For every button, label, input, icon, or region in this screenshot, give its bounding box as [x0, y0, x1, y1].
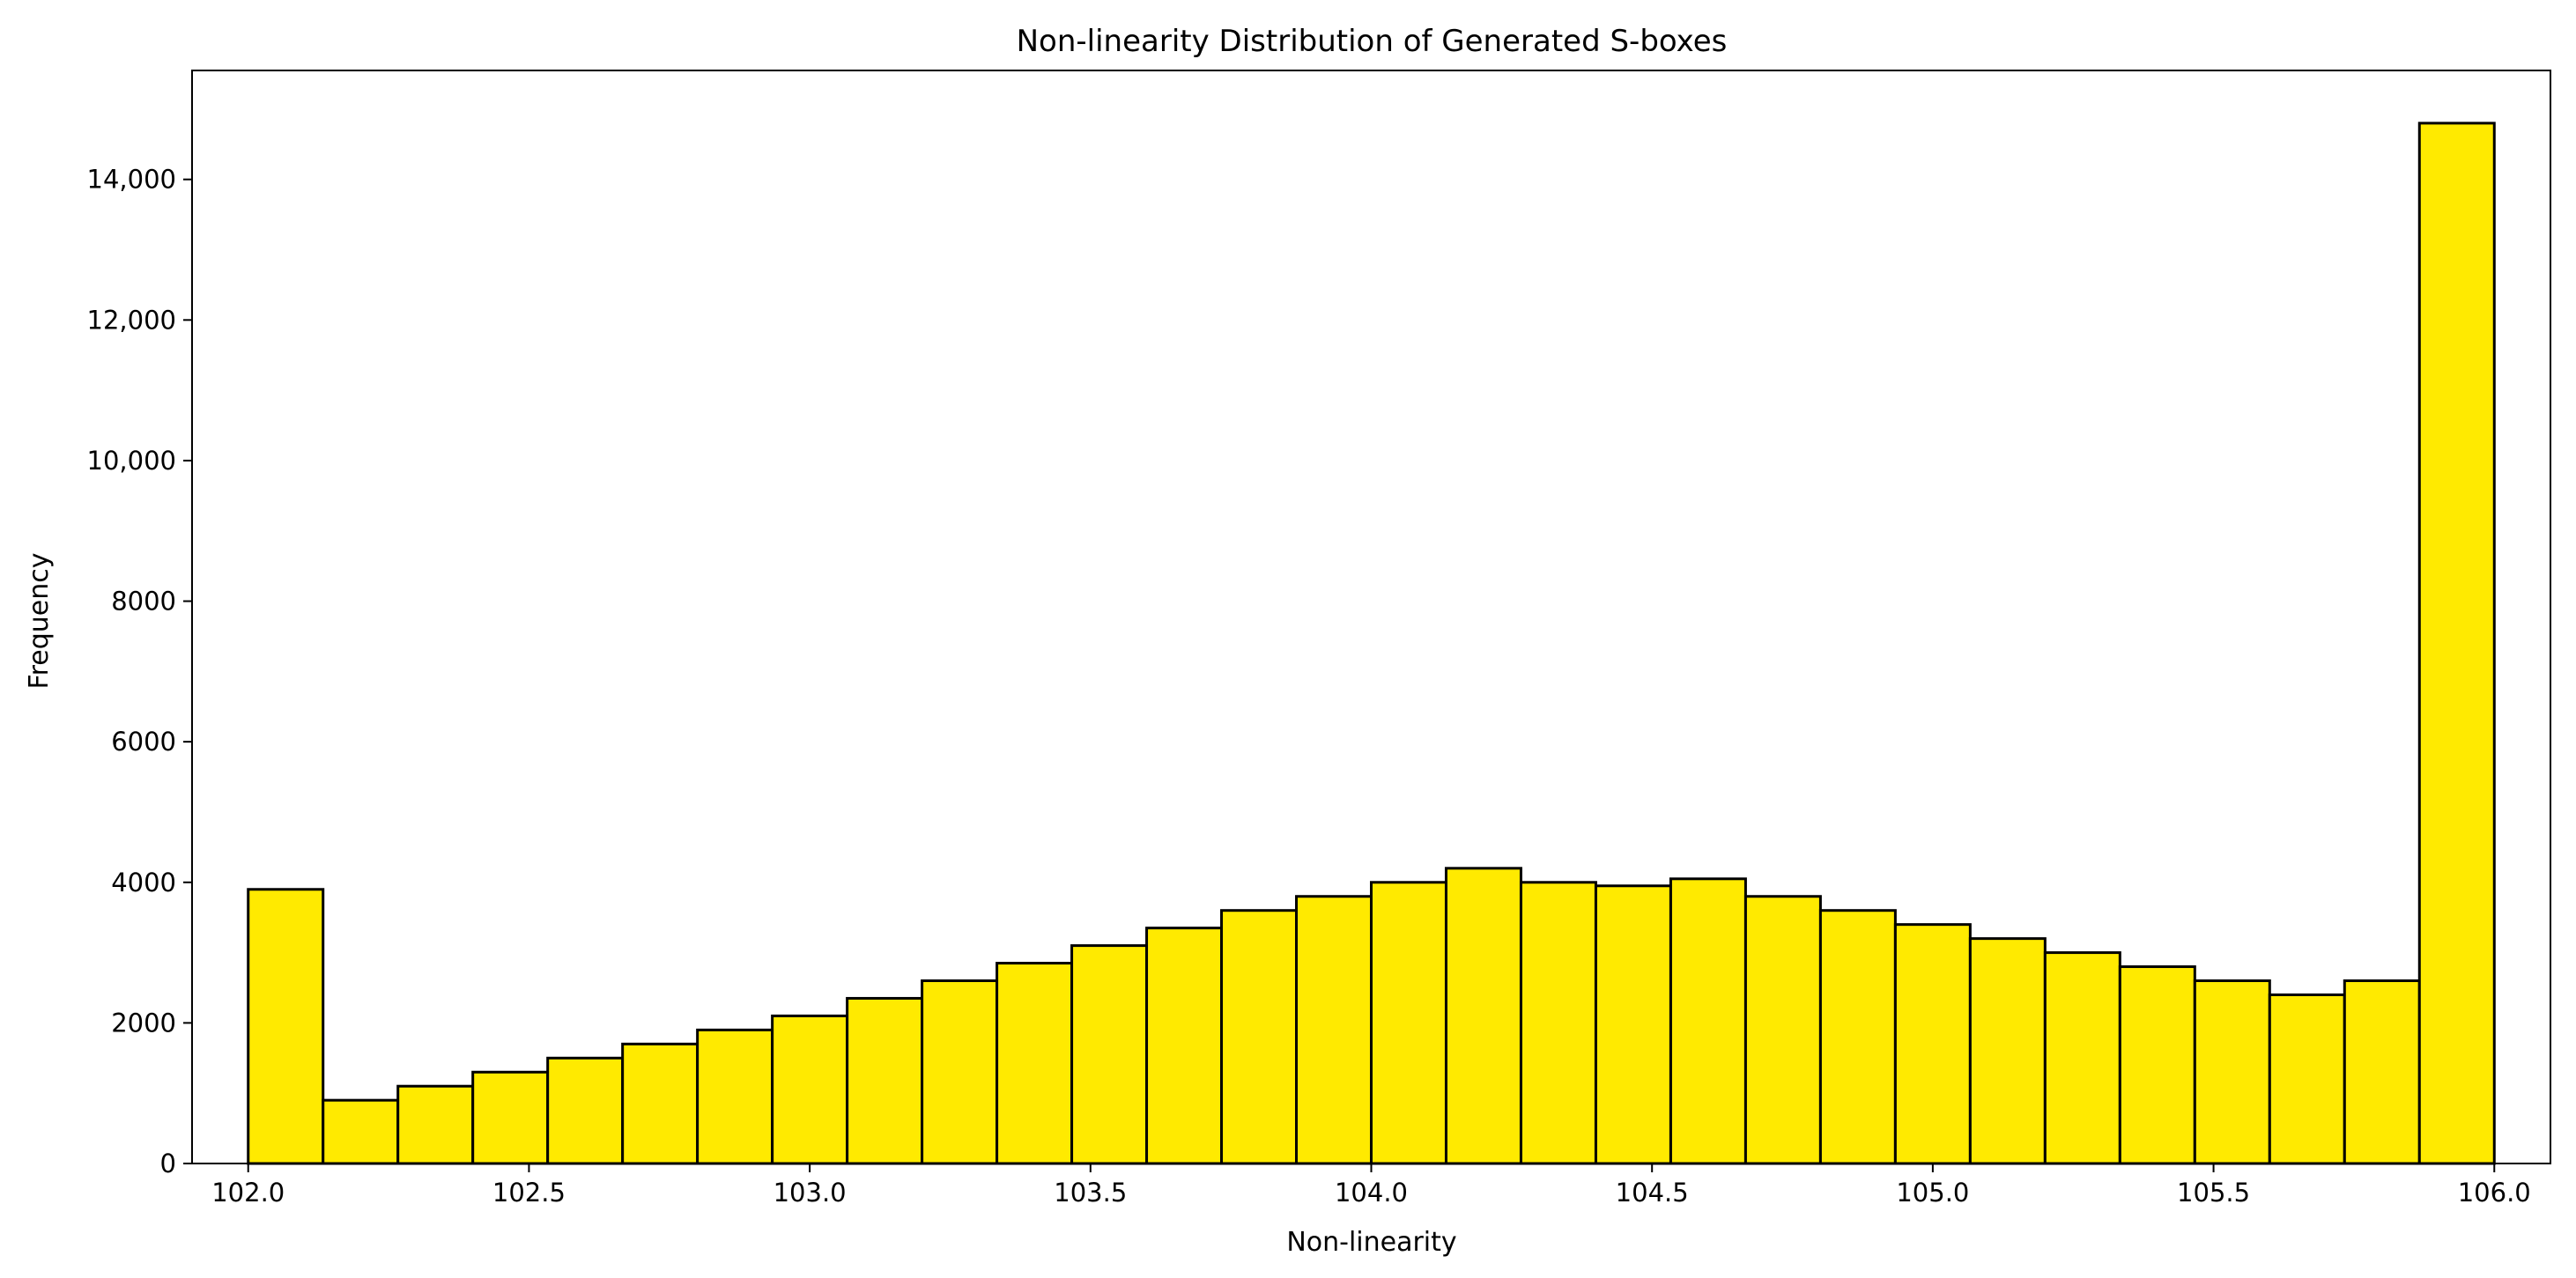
histogram-bar: [322, 1098, 400, 1165]
y-tick-label: 14,000: [87, 165, 176, 195]
histogram-bar: [2417, 122, 2496, 1165]
histogram-bar: [1968, 937, 2047, 1165]
y-axis-ticks: 0 2000 4000 6000 8000 10,000 12,000 14,000: [87, 165, 192, 1178]
y-axis-label: Frequency: [24, 553, 55, 690]
histogram-bar: [2118, 965, 2196, 1165]
x-axis-ticks: 102.0 102.5 103.0 103.5 104.0 104.5 105.0 105.5…: [211, 1163, 2531, 1208]
histogram-bar: [247, 888, 325, 1165]
histogram-bar: [1220, 909, 1299, 1165]
histogram-bar: [1444, 867, 1522, 1165]
histogram-bar: [1893, 923, 1972, 1165]
histogram-bar: [771, 1014, 849, 1165]
histogram-bar: [2193, 979, 2271, 1165]
histogram-bar: [396, 1084, 475, 1165]
y-tick-label: 2000: [111, 1008, 176, 1038]
y-tick-label: 8000: [111, 587, 176, 617]
histogram-bar: [846, 996, 924, 1165]
histogram-bar: [1594, 884, 1672, 1165]
histogram-bar: [2043, 951, 2121, 1165]
histogram-bar: [1519, 881, 1597, 1165]
histogram-bar: [921, 979, 999, 1165]
histogram-bar: [1743, 895, 1822, 1165]
histogram-bar: [1295, 895, 1373, 1165]
histogram-bar: [696, 1028, 774, 1165]
y-tick-label: 4000: [111, 868, 176, 898]
x-tick-label: 104.5: [1616, 1178, 1689, 1208]
plot-frame: [191, 70, 2551, 1164]
chart-title: Non-linearity Distribution of Generated …: [1017, 24, 1728, 59]
x-tick-label: 103.5: [1054, 1178, 1127, 1208]
histogram-bar: [1669, 877, 1747, 1165]
x-tick-label: 103.0: [774, 1178, 847, 1208]
y-tick-label: 0: [160, 1149, 176, 1178]
histogram-bar: [471, 1070, 550, 1165]
bars-group: [247, 122, 2496, 1165]
histogram-bar: [996, 962, 1074, 1165]
histogram-bar: [546, 1056, 625, 1165]
histogram-bar: [1070, 944, 1149, 1165]
y-tick-label: 6000: [111, 727, 176, 757]
histogram-bar: [1818, 909, 1897, 1165]
histogram-bar: [1370, 881, 1447, 1165]
x-tick-label: 106.0: [2458, 1178, 2531, 1208]
histogram-bar: [2343, 979, 2421, 1165]
y-tick-label: 10,000: [87, 446, 176, 476]
x-tick-label: 105.5: [2177, 1178, 2250, 1208]
x-axis-label: Non-linearity: [1286, 1227, 1456, 1258]
x-tick-label: 105.0: [1896, 1178, 1969, 1208]
histogram-bar: [621, 1042, 700, 1165]
x-tick-label: 102.0: [211, 1178, 285, 1208]
histogram-bar: [2268, 993, 2346, 1165]
y-tick-label: 12,000: [87, 305, 176, 335]
histogram-bar: [1145, 927, 1224, 1165]
x-tick-label: 102.5: [492, 1178, 566, 1208]
x-tick-label: 104.0: [1335, 1178, 1408, 1208]
